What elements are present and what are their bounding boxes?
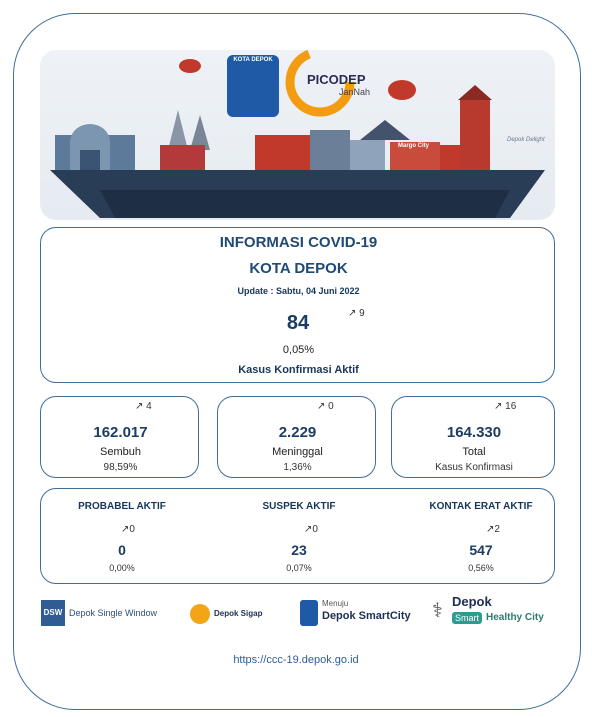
other-cases-card: PROBABEL AKTIF ↗0 0 0,00% SUSPEK AKTIF ↗… (40, 488, 555, 584)
probable-trend: ↗0 (121, 524, 135, 535)
trend-up-icon: ↗ (486, 524, 495, 535)
smartcity-prefix: Menuju (322, 599, 349, 608)
recovered-label: Sembuh (100, 446, 141, 458)
deaths-percent: 1,36% (283, 462, 312, 473)
deaths-trend: ↗ 0 (317, 401, 334, 412)
recovered-trend: ↗ 4 (135, 401, 152, 412)
trend-up-icon: ↗ (317, 401, 326, 412)
active-value: 84 (286, 312, 310, 334)
sigap-name: Depok Sigap (214, 609, 263, 618)
contact-trend: ↗2 (486, 524, 500, 535)
dsw-abbr: DSW (41, 600, 65, 626)
trend-up-icon: ↗ (494, 401, 503, 412)
brand-name: PICODEP (307, 72, 366, 87)
badge-title: KOTA DEPOK (233, 57, 273, 63)
total-label: Total (462, 446, 486, 458)
stat-card-total: ↗ 16 164.330 Total Kasus Konfirmasi (391, 396, 555, 478)
contact-value: 547 (469, 542, 493, 558)
contact-title: KONTAK ERAT AKTIF (429, 501, 533, 512)
active-percent: 0,05% (282, 344, 315, 356)
update-date: Sabtu, 04 Juni 2022 (275, 286, 360, 296)
depok-delight-tag: Depok Delight (507, 137, 545, 143)
trend-up-icon: ↗ (121, 524, 130, 535)
contact-percent: 0,56% (468, 563, 494, 573)
dsw-name: Depok Single Window (69, 608, 158, 618)
total-sub: Kasus Konfirmasi (435, 462, 513, 473)
dsw-logo: DSW Depok Single Window (41, 600, 201, 628)
deaths-value: 2.229 (278, 424, 317, 441)
suspect-value: 23 (291, 542, 307, 558)
brand-sub: JanNah (339, 87, 371, 97)
deaths-label: Meninggal (272, 446, 323, 458)
probable-value: 0 (118, 542, 126, 558)
suspect-title: SUSPEK AKTIF (262, 501, 336, 512)
sigap-logo: Depok Sigap (190, 602, 280, 628)
update-label: Update : (237, 286, 274, 296)
stat-card-deaths: ↗ 0 2.229 Meninggal 1,36% (217, 396, 376, 478)
city-illustration (50, 50, 545, 218)
total-value: 164.330 (446, 424, 502, 441)
active-cases-card: INFORMASI COVID-19 KOTA DEPOK Update : S… (40, 227, 555, 383)
healthy-smart: Smart (452, 612, 483, 624)
active-trend: ↗ 9 (348, 308, 365, 319)
active-trend-value: 9 (359, 308, 365, 319)
stat-card-recovered: ↗ 4 162.017 Sembuh 98,59% (40, 396, 199, 478)
healthy-rest: Healthy City (486, 612, 544, 623)
margo-city-label: Margo City (398, 143, 430, 149)
city-banner: KOTA DEPOK PICODEP JanNah Margo City Dep… (40, 50, 555, 220)
trend-up-icon: ↗ (135, 401, 144, 412)
healthy-city-logo: ⚕ Depok Smart Healthy City (432, 594, 557, 630)
recovered-percent: 98,59% (103, 462, 138, 473)
smartcity-name: Depok SmartCity (322, 610, 411, 622)
depok-crest-icon (300, 600, 318, 626)
stethoscope-icon: ⚕ (432, 600, 443, 622)
trend-up-icon: ↗ (348, 308, 357, 319)
infographic-frame (13, 13, 581, 710)
footer-url-link[interactable]: https://ccc-19.depok.go.id (233, 654, 359, 666)
smartcity-logo: Menuju Depok SmartCity (300, 598, 415, 630)
sigap-icon (190, 604, 210, 624)
suspect-percent: 0,07% (286, 563, 312, 573)
total-trend: ↗ 16 (494, 401, 517, 412)
active-label: Kasus Konfirmasi Aktif (238, 364, 359, 376)
probable-percent: 0,00% (109, 563, 135, 573)
update-line: Update : Sabtu, 04 Juni 2022 (41, 286, 556, 296)
healthy-top: Depok (452, 594, 492, 609)
recovered-value: 162.017 (93, 424, 148, 441)
suspect-trend: ↗0 (304, 524, 318, 535)
page-subtitle: KOTA DEPOK (249, 260, 348, 277)
trend-up-icon: ↗ (304, 524, 313, 535)
probable-title: PROBABEL AKTIF (78, 501, 166, 512)
page-title: INFORMASI COVID-19 (219, 234, 378, 251)
